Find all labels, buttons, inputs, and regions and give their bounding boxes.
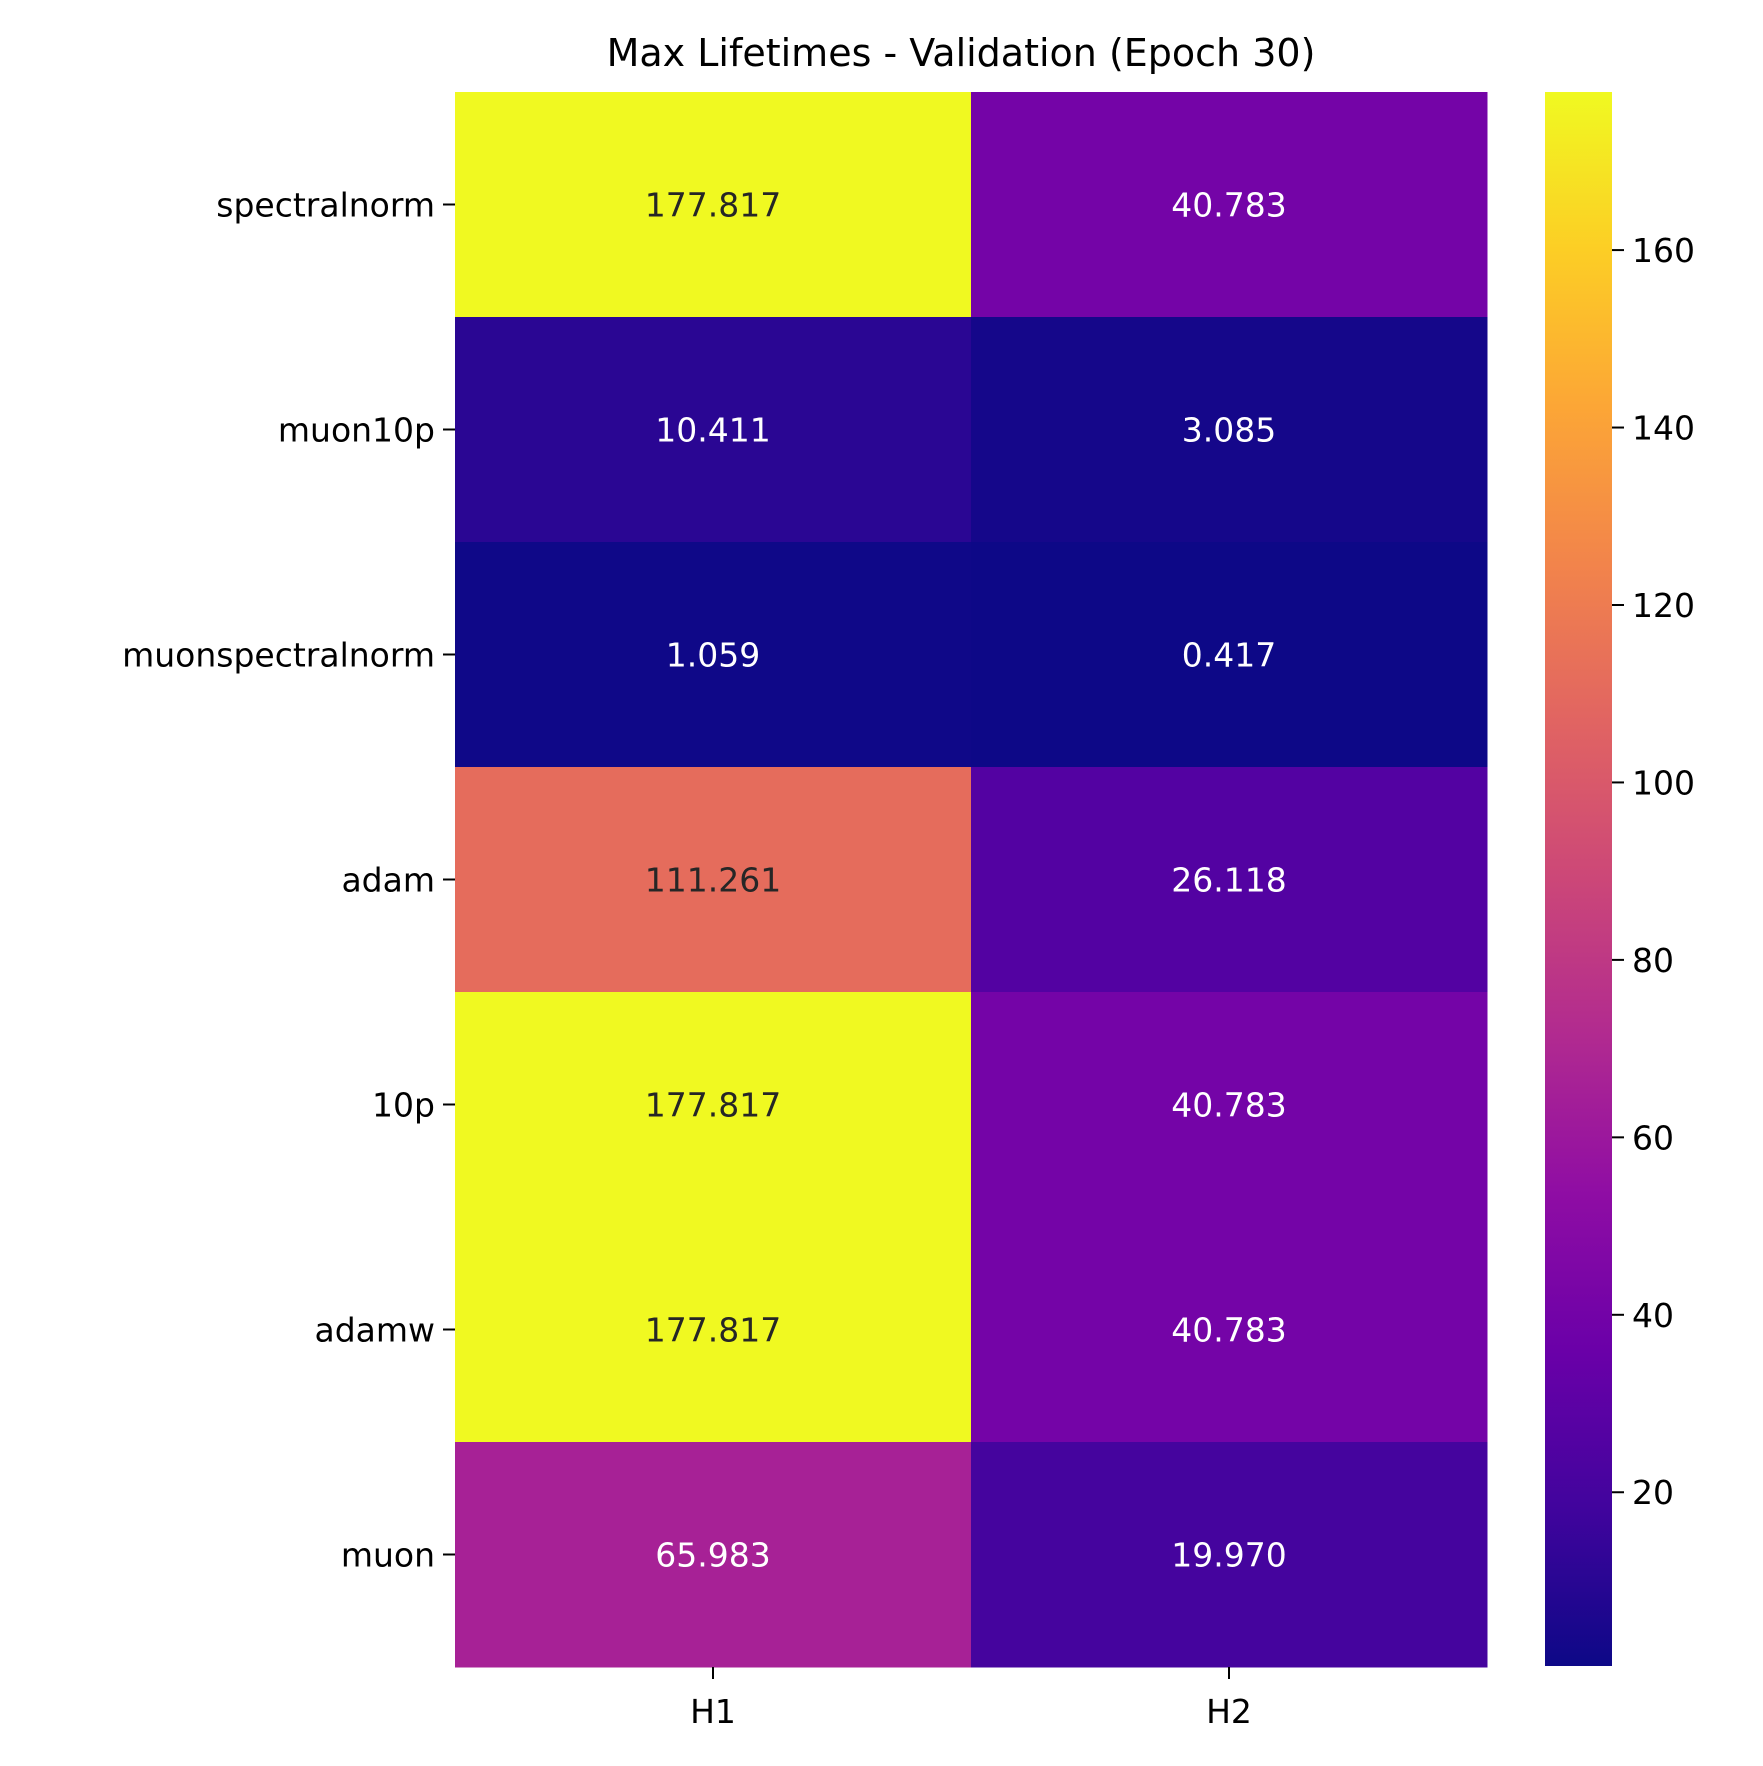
cell-value-label: 3.085: [1182, 411, 1276, 450]
y-tick-label: adam: [341, 861, 435, 900]
cell-value-label: 0.417: [1182, 636, 1276, 675]
heatmap-cell: [455, 992, 972, 1218]
colorbar-tick-label: 20: [1632, 1473, 1674, 1512]
cell-value-label: 40.783: [1171, 1086, 1286, 1125]
cell-value-label: 40.783: [1171, 1311, 1286, 1350]
heatmap-cells: [455, 92, 1488, 1668]
heatmap-cell: [971, 542, 1488, 768]
colorbar-tick-label: 160: [1632, 231, 1695, 270]
heatmap-cell: [971, 992, 1488, 1218]
y-tick-label: muon: [341, 1536, 435, 1575]
cell-value-label: 177.817: [645, 186, 781, 225]
colorbar-ticks: 20 40 60 80 100 120 140 160: [1612, 231, 1695, 1512]
heatmap-cell-labels: 177.817 40.783 10.411 3.085 1.059 0.417 111.26…: [645, 186, 1287, 1575]
colorbar-tick-label: 40: [1632, 1296, 1674, 1335]
y-tick-label: muon10p: [278, 411, 435, 450]
cell-value-label: 111.261: [645, 861, 781, 900]
colorbar-tick-label: 80: [1632, 941, 1674, 980]
colorbar-tick-label: 60: [1632, 1118, 1674, 1157]
y-tick-label: 10p: [372, 1086, 435, 1125]
cell-value-label: 65.983: [655, 1536, 770, 1575]
x-tick-label: H2: [1206, 1692, 1252, 1731]
cell-value-label: 19.970: [1171, 1536, 1286, 1575]
heatmap-cell: [971, 1442, 1488, 1668]
y-tick-label: muonspectralnorm: [122, 636, 435, 675]
heatmap-cell: [455, 317, 972, 543]
heatmap-cell: [971, 317, 1488, 543]
heatmap-cell: [971, 1217, 1488, 1443]
y-axis-ticks: spectralnorm muon10p muonspectralnorm adam 1…: [122, 186, 455, 1575]
colorbar-tick-label: 120: [1632, 586, 1695, 625]
heatmap-cell: [455, 1442, 972, 1668]
heatmap-cell: [971, 92, 1488, 318]
heatmap-cell: [455, 542, 972, 768]
cell-value-label: 177.817: [645, 1086, 781, 1125]
heatmap-cell: [455, 767, 972, 993]
colorbar-tick-label: 140: [1632, 409, 1695, 448]
cell-value-label: 40.783: [1171, 186, 1286, 225]
x-axis-ticks: H1 H2: [690, 1667, 1252, 1731]
cell-value-label: 177.817: [645, 1311, 781, 1350]
x-tick-label: H1: [690, 1692, 736, 1731]
colorbar-gradient: [1545, 92, 1612, 1666]
cell-value-label: 1.059: [666, 636, 760, 675]
y-tick-label: adamw: [314, 1311, 435, 1350]
y-tick-label: spectralnorm: [216, 186, 435, 225]
colorbar: [1545, 92, 1612, 1666]
chart-title: Max Lifetimes - Validation (Epoch 30): [607, 31, 1316, 75]
heatmap-cell: [455, 92, 972, 318]
heatmap-cell: [971, 767, 1488, 993]
colorbar-tick-label: 100: [1632, 763, 1695, 802]
heatmap-cell: [455, 1217, 972, 1443]
cell-value-label: 26.118: [1171, 861, 1286, 900]
cell-value-label: 10.411: [655, 411, 770, 450]
